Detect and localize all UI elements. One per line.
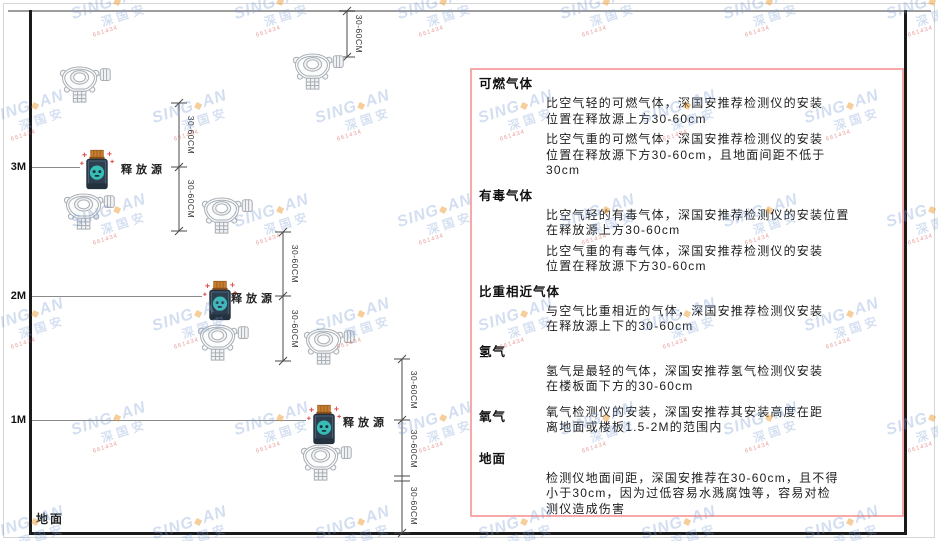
height-label-2m: 2M	[10, 290, 26, 302]
diamond-icon: ◆	[111, 410, 124, 425]
gas-detector-icon	[200, 195, 254, 237]
panel-section-heading: 氢气	[479, 344, 507, 359]
diamond-icon: ◆	[274, 202, 287, 217]
panel-section: 氢气氢气是最轻的气体，深国安推荐氢气检测仪安装 在楼板面下方的30-60cm	[479, 345, 894, 395]
panel-paragraph: 比空气轻的有毒气体，深国安推荐检测仪的安装位置 在释放源上方30-60cm	[546, 207, 850, 238]
height-label-1m: 1M	[10, 414, 26, 426]
diamond-icon: ◆	[763, 0, 776, 9]
panel-paragraph: 检测仪地面间距，深国安推荐在30-60cm，且不得 小于30cm，因为过低容易水…	[546, 470, 839, 516]
panel-section: 氧气 氧气检测仪的安装，深国安推荐其安装高度在距 离地面或楼板1.5-2M的范围内	[479, 405, 894, 436]
height-line-1m	[32, 420, 306, 421]
panel-paragraph: 比空气重的可燃气体，深国安推荐检测仪的安装 位置在释放源下方30-60cm，且地…	[546, 132, 826, 177]
diamond-icon: ◆	[355, 306, 368, 321]
panel-paragraph: 比空气重的有毒气体，深国安推荐检测仪的安装 位置在释放源下方30-60cm	[546, 243, 824, 274]
panel-section: 有毒气体 比空气轻的有毒气体，深国安推荐检测仪的安装位置 在释放源上方30-60c…	[479, 189, 894, 275]
diamond-icon: ◆	[600, 0, 613, 9]
panel-section-heading: 氧气	[479, 409, 507, 424]
release-source-label: 释放源	[121, 164, 166, 176]
diamond-icon: ◆	[111, 0, 124, 9]
panel-paragraph: 氢气是最轻的气体，深国安推荐氢气检测仪安装 在楼板面下方的30-60cm	[546, 363, 824, 394]
diamond-icon: ◆	[355, 514, 368, 529]
dim-label: 30-60CM	[290, 310, 300, 348]
gas-detector-icon	[196, 322, 250, 364]
height-label-3m: 3M	[10, 161, 26, 173]
diamond-icon: ◆	[192, 514, 205, 529]
diamond-icon: ◆	[437, 410, 450, 425]
dim-label: 30-60CM	[409, 371, 419, 409]
diamond-icon: ◆	[274, 0, 287, 9]
gas-detector-icon	[58, 64, 112, 106]
diamond-icon: ◆	[926, 202, 938, 217]
release-source-icon	[79, 149, 115, 190]
height-line-3m	[32, 167, 80, 168]
diamond-icon: ◆	[355, 98, 368, 113]
release-source-label: 释放源	[231, 293, 276, 305]
panel-section: 地面检测仪地面间距，深国安推荐在30-60cm，且不得 小于30cm，因为过低容…	[479, 451, 894, 516]
diamond-icon: ◆	[437, 202, 450, 217]
panel-section: 可燃气体 比空气轻的可燃气体，深国安推荐检测仪的安装 位置在释放源上方30-60c…	[479, 77, 894, 179]
diamond-icon: ◆	[926, 410, 938, 425]
info-panel: 可燃气体 比空气轻的可燃气体，深国安推荐检测仪的安装 位置在释放源上方30-60c…	[470, 68, 904, 517]
right-wall-line	[904, 10, 907, 534]
ground-label: 地面	[36, 512, 65, 526]
panel-section-heading: 有毒气体	[479, 188, 534, 203]
diamond-icon: ◆	[274, 410, 287, 425]
diamond-icon: ◆	[437, 0, 450, 9]
panel-paragraph: 比空气轻的可燃气体，深国安推荐检测仪的安装 位置在释放源上方30-60cm	[546, 96, 824, 126]
dim-label: 30-60CM	[354, 15, 364, 53]
panel-section-heading: 地面	[479, 451, 507, 466]
gas-detector-icon	[62, 191, 116, 233]
release-source-icon	[306, 404, 342, 445]
height-line-2m	[32, 296, 202, 297]
ceiling-line	[8, 10, 931, 12]
gas-detector-icon	[299, 442, 353, 484]
panel-section: 比重相近气体与空气比重相近的气体，深国安推荐检测仪安装 在释放源上下的30-60…	[479, 285, 894, 335]
dim-label: 30-60CM	[409, 430, 419, 468]
dim-label: 30-60CM	[186, 116, 196, 154]
diamond-icon: ◆	[192, 98, 205, 113]
dim-label: 30-60CM	[409, 487, 419, 525]
ground-line	[29, 532, 907, 535]
dim-label: 30-60CM	[186, 180, 196, 218]
panel-section-heading: 可燃气体	[479, 77, 534, 91]
dim-label: 30-60CM	[290, 245, 300, 283]
gas-detector-icon	[291, 51, 345, 93]
left-wall-line	[29, 10, 32, 534]
diamond-icon: ◆	[926, 0, 938, 9]
panel-section-heading: 比重相近气体	[479, 284, 561, 299]
panel-paragraph: 与空气比重相近的气体，深国安推荐检测仪安装 在释放源上下的30-60cm	[546, 303, 824, 334]
panel-paragraph: 氧气检测仪的安装，深国安推荐其安装高度在距 离地面或楼板1.5-2M的范围内	[546, 404, 824, 435]
gas-detector-icon	[302, 326, 356, 368]
release-source-label: 释放源	[343, 417, 388, 429]
